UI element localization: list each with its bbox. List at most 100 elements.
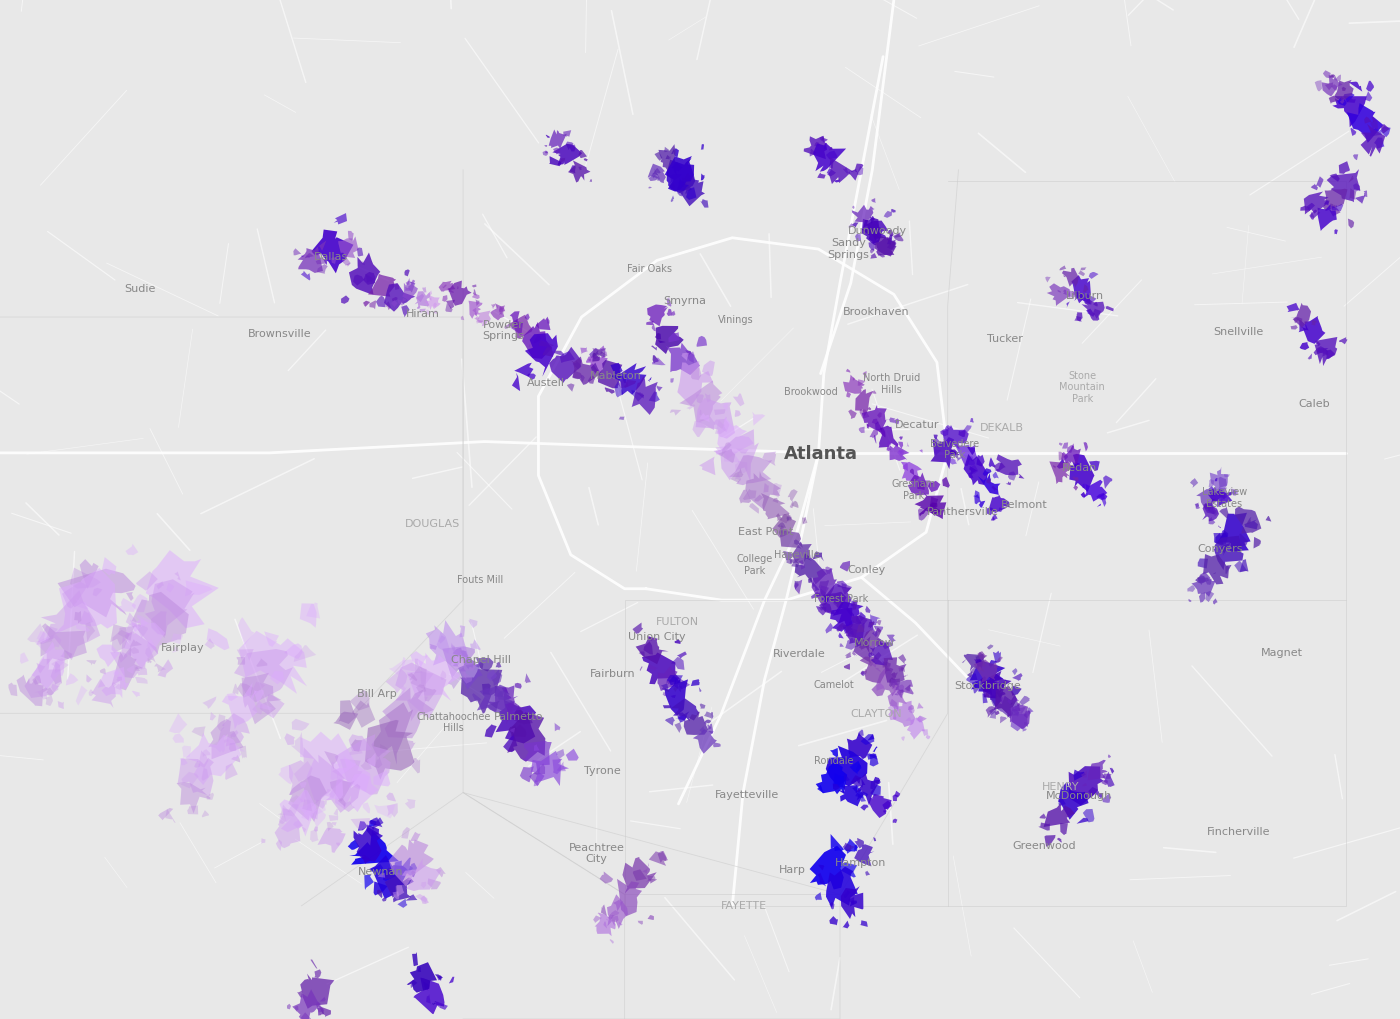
Polygon shape xyxy=(1308,354,1312,360)
Polygon shape xyxy=(60,650,73,659)
Polygon shape xyxy=(648,636,652,641)
Polygon shape xyxy=(291,732,304,757)
Polygon shape xyxy=(853,222,858,228)
Polygon shape xyxy=(407,673,417,682)
Polygon shape xyxy=(188,806,199,814)
Polygon shape xyxy=(1072,291,1075,296)
Polygon shape xyxy=(826,567,833,575)
Polygon shape xyxy=(290,795,304,809)
Polygon shape xyxy=(679,380,722,423)
Polygon shape xyxy=(900,667,904,672)
Polygon shape xyxy=(395,283,399,290)
Polygon shape xyxy=(294,645,316,662)
Polygon shape xyxy=(1364,191,1368,197)
Polygon shape xyxy=(167,583,174,593)
Polygon shape xyxy=(112,630,130,652)
Polygon shape xyxy=(792,500,798,508)
Polygon shape xyxy=(1047,283,1071,306)
Polygon shape xyxy=(1235,560,1247,572)
Polygon shape xyxy=(895,693,899,695)
Polygon shape xyxy=(92,588,102,596)
Polygon shape xyxy=(405,269,410,276)
Polygon shape xyxy=(260,694,284,718)
Polygon shape xyxy=(333,711,358,730)
Polygon shape xyxy=(780,529,787,534)
Polygon shape xyxy=(858,730,864,736)
Polygon shape xyxy=(1040,813,1046,818)
Polygon shape xyxy=(714,417,729,432)
Polygon shape xyxy=(833,601,864,632)
Polygon shape xyxy=(855,776,865,788)
Polygon shape xyxy=(339,700,356,723)
Polygon shape xyxy=(613,900,623,911)
Polygon shape xyxy=(500,307,505,313)
Text: Tyrone: Tyrone xyxy=(584,766,620,776)
Polygon shape xyxy=(351,740,363,752)
Polygon shape xyxy=(794,539,799,545)
Polygon shape xyxy=(735,410,741,417)
Polygon shape xyxy=(925,735,930,740)
Polygon shape xyxy=(420,309,426,313)
Polygon shape xyxy=(780,527,784,531)
Text: Tucker: Tucker xyxy=(987,333,1023,343)
Text: Fairplay: Fairplay xyxy=(161,643,204,652)
Polygon shape xyxy=(970,418,974,423)
Polygon shape xyxy=(430,298,431,301)
Polygon shape xyxy=(858,427,865,433)
Polygon shape xyxy=(312,808,326,827)
Polygon shape xyxy=(1212,573,1217,574)
Polygon shape xyxy=(640,665,643,672)
Polygon shape xyxy=(567,383,574,391)
Polygon shape xyxy=(661,684,669,692)
Polygon shape xyxy=(547,317,550,324)
Polygon shape xyxy=(666,158,696,194)
Polygon shape xyxy=(605,387,615,393)
Polygon shape xyxy=(461,650,468,657)
Text: Smyrna: Smyrna xyxy=(664,297,707,306)
Polygon shape xyxy=(666,674,680,685)
Polygon shape xyxy=(358,821,367,830)
Polygon shape xyxy=(983,468,991,476)
Polygon shape xyxy=(55,658,66,672)
Polygon shape xyxy=(839,633,844,639)
Polygon shape xyxy=(158,808,174,820)
Polygon shape xyxy=(802,517,808,525)
Polygon shape xyxy=(1060,823,1068,836)
Polygon shape xyxy=(906,717,911,720)
Polygon shape xyxy=(718,449,735,463)
Polygon shape xyxy=(231,755,241,762)
Polygon shape xyxy=(652,356,658,364)
Polygon shape xyxy=(1326,348,1336,359)
Polygon shape xyxy=(868,621,874,629)
Polygon shape xyxy=(385,867,395,879)
Polygon shape xyxy=(665,155,671,159)
Polygon shape xyxy=(442,296,448,302)
Polygon shape xyxy=(988,660,998,668)
Polygon shape xyxy=(1084,284,1088,292)
Polygon shape xyxy=(353,275,365,285)
Polygon shape xyxy=(844,773,850,782)
Text: Union City: Union City xyxy=(629,633,686,642)
Polygon shape xyxy=(787,517,790,522)
Polygon shape xyxy=(137,624,148,639)
Text: Hiram: Hiram xyxy=(406,309,440,319)
Polygon shape xyxy=(118,598,136,612)
Polygon shape xyxy=(869,639,893,665)
Polygon shape xyxy=(995,692,1001,697)
Polygon shape xyxy=(445,300,455,309)
Polygon shape xyxy=(374,881,388,896)
Polygon shape xyxy=(615,381,623,397)
Polygon shape xyxy=(1074,485,1078,491)
Polygon shape xyxy=(598,913,601,915)
Polygon shape xyxy=(424,687,437,701)
Polygon shape xyxy=(889,709,896,720)
Polygon shape xyxy=(202,696,217,709)
Text: Bill Arp: Bill Arp xyxy=(357,689,396,699)
Polygon shape xyxy=(655,176,659,181)
Polygon shape xyxy=(869,753,878,760)
Polygon shape xyxy=(1205,591,1214,602)
Polygon shape xyxy=(721,442,732,457)
Polygon shape xyxy=(986,706,995,717)
Polygon shape xyxy=(1329,74,1334,78)
Polygon shape xyxy=(553,759,561,774)
